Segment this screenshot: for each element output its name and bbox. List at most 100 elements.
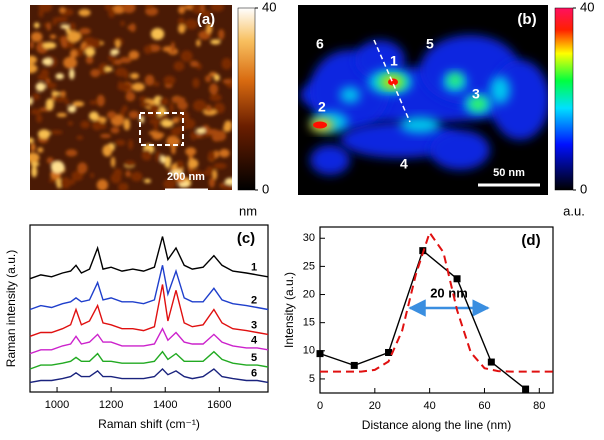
grain xyxy=(122,105,128,112)
grain xyxy=(55,73,64,80)
x-tick-label: 60 xyxy=(478,400,490,412)
grain xyxy=(171,96,186,103)
intensity-spot xyxy=(430,130,490,170)
grain xyxy=(130,73,140,79)
panel-label: (b) xyxy=(517,11,536,28)
y-tick-label: 5 xyxy=(309,373,315,385)
grain xyxy=(117,83,132,91)
grain xyxy=(163,178,177,190)
grain xyxy=(30,137,35,144)
series-line xyxy=(29,350,269,370)
region-label: 4 xyxy=(400,156,408,172)
grain xyxy=(128,50,140,60)
grain xyxy=(30,152,40,163)
grain xyxy=(115,67,127,77)
intensity-spot xyxy=(470,98,486,110)
region-label: 2 xyxy=(318,99,326,115)
region-label: 3 xyxy=(472,86,480,102)
grain xyxy=(213,102,225,114)
grain xyxy=(130,171,143,182)
profile-line xyxy=(373,39,411,123)
scale-bar-label: 50 nm xyxy=(493,167,525,179)
grain xyxy=(56,178,62,189)
grain xyxy=(208,150,215,161)
grain xyxy=(80,120,90,129)
intensity-spot xyxy=(449,74,461,86)
grain xyxy=(129,23,136,33)
colorbar xyxy=(237,7,256,191)
grain xyxy=(117,182,128,190)
grain xyxy=(71,170,84,182)
grain xyxy=(177,100,188,110)
intensity-spot xyxy=(355,40,405,80)
grain xyxy=(205,75,212,83)
grain xyxy=(112,5,126,14)
grain xyxy=(90,38,101,48)
grain xyxy=(72,101,85,107)
series-line xyxy=(29,327,269,355)
data-point xyxy=(522,385,530,393)
data-point xyxy=(385,348,393,356)
grain xyxy=(184,19,198,30)
grain xyxy=(143,45,152,55)
grain xyxy=(110,156,116,168)
x-tick-label: 20 xyxy=(369,400,381,412)
intensity-spot xyxy=(310,145,350,175)
x-tick-label: 1600 xyxy=(207,399,231,411)
grain xyxy=(170,41,175,54)
colorbar xyxy=(554,7,574,191)
grain xyxy=(177,17,185,25)
grain xyxy=(90,69,101,78)
grain xyxy=(224,177,232,186)
grain xyxy=(153,81,160,87)
grain xyxy=(98,62,110,75)
grain xyxy=(175,126,187,131)
grain xyxy=(160,154,166,164)
grain xyxy=(32,92,41,100)
grain xyxy=(143,178,152,184)
x-tick-label: 80 xyxy=(533,400,545,412)
grain xyxy=(49,34,57,39)
grain xyxy=(127,25,133,30)
selection-box xyxy=(139,112,184,146)
grain xyxy=(50,161,65,174)
grain xyxy=(171,144,176,155)
grain xyxy=(187,158,199,169)
region-label: 5 xyxy=(426,36,434,52)
grain xyxy=(223,123,232,132)
plot-frame xyxy=(29,224,269,393)
grain xyxy=(192,77,200,89)
grain xyxy=(67,121,74,126)
grain xyxy=(209,83,219,95)
grain xyxy=(30,31,43,42)
grain xyxy=(30,55,37,65)
intensity-spot xyxy=(313,121,327,129)
x-tick-label: 1000 xyxy=(45,399,69,411)
grain xyxy=(222,79,232,84)
grain xyxy=(60,36,68,48)
grain xyxy=(125,91,136,102)
series-line xyxy=(29,236,269,280)
region-label: 6 xyxy=(316,36,324,52)
grain xyxy=(33,22,40,29)
grain xyxy=(102,144,113,157)
grain xyxy=(213,162,227,170)
grain xyxy=(184,118,196,130)
y-tick-label: 10 xyxy=(303,345,315,357)
y-tick-label: 20 xyxy=(303,288,315,300)
x-axis-label: Distance along the line (nm) xyxy=(362,418,511,432)
grain xyxy=(119,56,132,64)
grain xyxy=(149,104,160,113)
grain xyxy=(189,169,203,180)
grain xyxy=(59,6,66,13)
grain xyxy=(220,184,232,190)
series-label: 4 xyxy=(251,335,258,347)
y-tick-label: 30 xyxy=(303,232,315,244)
grain xyxy=(212,169,218,180)
grain xyxy=(210,5,225,12)
grain xyxy=(30,161,40,167)
grain xyxy=(67,105,77,113)
grain xyxy=(96,179,109,190)
grain xyxy=(213,74,220,82)
grain xyxy=(37,73,49,81)
